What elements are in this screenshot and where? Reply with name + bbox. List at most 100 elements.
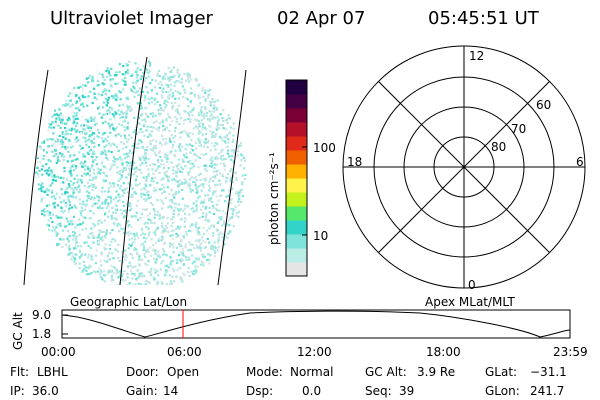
image-pixel: [208, 88, 212, 91]
image-pixel: [60, 138, 63, 141]
image-pixel: [205, 132, 208, 135]
image-pixel: [37, 183, 40, 186]
image-pixel: [141, 258, 144, 261]
image-pixel: [223, 222, 226, 225]
image-pixel: [213, 175, 217, 178]
image-pixel: [184, 118, 187, 121]
image-pixel: [62, 181, 65, 184]
image-pixel: [165, 138, 168, 141]
image-pixel: [111, 182, 114, 185]
image-pixel: [123, 166, 126, 169]
image-pixel: [181, 197, 184, 200]
image-pixel: [125, 211, 128, 214]
image-pixel: [166, 160, 169, 163]
image-pixel: [188, 110, 191, 114]
image-pixel: [235, 178, 238, 181]
image-pixel: [100, 251, 103, 254]
image-pixel: [140, 104, 143, 107]
image-pixel: [131, 195, 134, 198]
image-pixel: [151, 168, 154, 171]
image-pixel: [138, 258, 141, 261]
image-pixel: [192, 202, 195, 205]
image-pixel: [103, 259, 106, 262]
image-pixel: [97, 223, 100, 226]
image-pixel: [71, 145, 74, 148]
image-pixel: [100, 271, 103, 274]
image-pixel: [135, 146, 138, 149]
image-pixel: [124, 137, 127, 140]
image-pixel: [88, 174, 92, 177]
image-pixel: [180, 217, 183, 221]
image-pixel: [116, 96, 119, 99]
image-pixel: [173, 196, 176, 199]
image-pixel: [151, 78, 154, 81]
image-pixel: [57, 124, 60, 127]
image-pixel: [161, 259, 164, 262]
image-pixel: [118, 104, 121, 107]
image-pixel: [51, 115, 54, 118]
image-pixel: [194, 159, 197, 162]
image-pixel: [161, 144, 164, 147]
image-pixel: [62, 238, 65, 241]
gain-label: Gain:: [126, 384, 158, 398]
image-pixel: [154, 169, 158, 172]
image-pixel: [220, 117, 223, 120]
image-pixel: [84, 164, 87, 168]
image-pixel: [101, 239, 104, 242]
image-pixel: [47, 169, 50, 172]
image-pixel: [212, 176, 215, 179]
gc-alt-axis-label: GC Alt: [11, 312, 25, 350]
image-pixel: [232, 225, 235, 228]
image-pixel: [204, 89, 207, 92]
image-pixel: [168, 137, 171, 140]
colorbar-segment: [286, 122, 307, 137]
image-pixel: [66, 146, 69, 149]
image-pixel: [161, 119, 164, 122]
image-pixel: [57, 176, 60, 179]
image-pixel: [144, 249, 147, 253]
image-pixel: [69, 166, 72, 169]
image-pixel: [169, 139, 172, 142]
image-pixel: [123, 111, 126, 114]
image-pixel: [197, 119, 200, 123]
image-pixel: [105, 156, 108, 159]
image-pixel: [130, 253, 134, 256]
image-pixel: [156, 269, 159, 272]
image-pixel: [194, 77, 197, 80]
image-pixel: [172, 94, 175, 97]
image-pixel: [61, 115, 64, 118]
image-pixel: [170, 96, 173, 99]
image-pixel: [121, 169, 124, 172]
image-pixel: [178, 123, 181, 126]
image-pixel: [60, 210, 63, 213]
image-pixel: [134, 81, 137, 84]
lat-label-70: 70: [511, 122, 527, 136]
image-pixel: [122, 147, 125, 150]
image-pixel: [169, 199, 172, 202]
image-pixel: [40, 168, 43, 171]
image-pixel: [81, 94, 84, 97]
image-pixel: [187, 105, 190, 108]
image-pixel: [172, 246, 175, 249]
image-pixel: [69, 154, 72, 157]
image-pixel: [168, 93, 171, 97]
image-pixel: [207, 184, 211, 187]
image-pixel: [194, 125, 197, 128]
image-pixel: [170, 259, 173, 263]
time-label: 05:45:51 UT: [428, 8, 539, 29]
image-pixel: [86, 125, 89, 128]
image-pixel: [175, 164, 178, 167]
image-pixel: [126, 69, 129, 72]
image-pixel: [51, 138, 54, 141]
image-pixel: [140, 141, 143, 144]
image-pixel: [76, 158, 79, 161]
dsp-value: 0.0: [302, 384, 322, 398]
image-pixel: [153, 187, 156, 190]
image-pixel: [41, 182, 44, 185]
image-pixel: [98, 273, 101, 276]
image-pixel: [86, 165, 89, 168]
image-pixel: [161, 177, 164, 180]
image-pixel: [85, 227, 88, 230]
image-pixel: [189, 159, 192, 162]
image-pixel: [64, 243, 68, 246]
